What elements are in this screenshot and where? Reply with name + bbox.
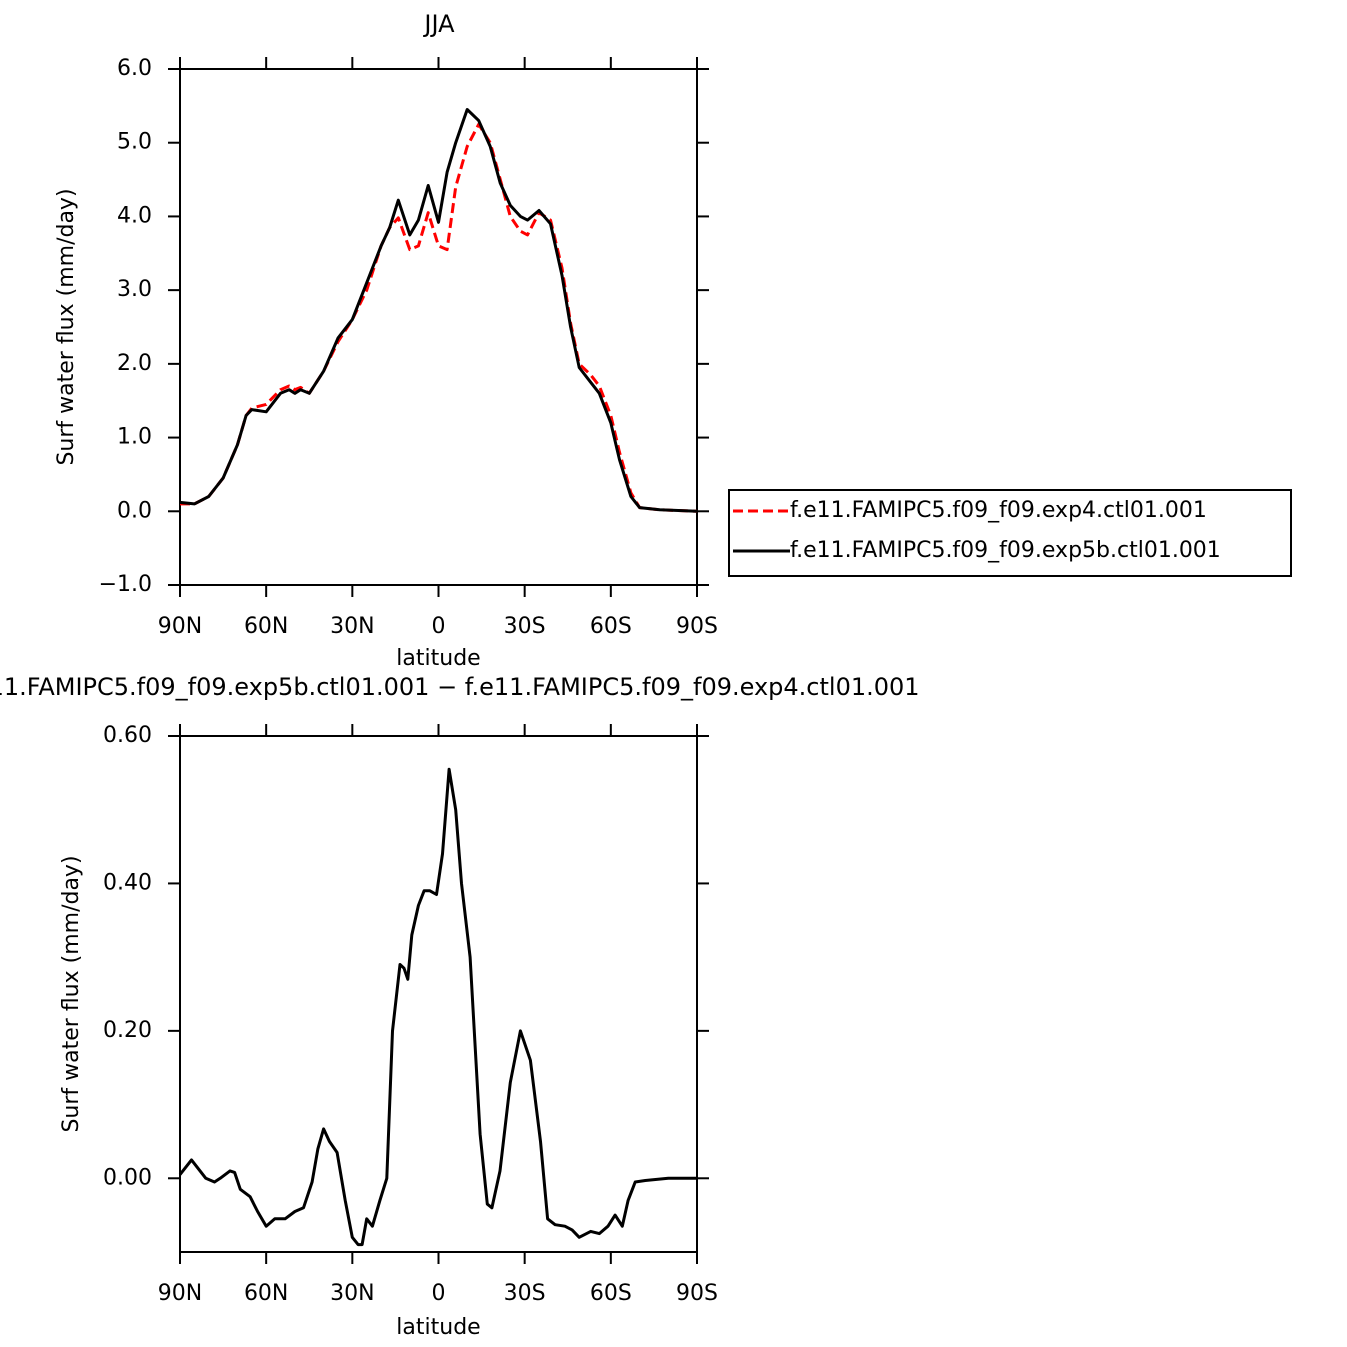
y-axis-label: Surf water flux (mm/day) bbox=[59, 855, 84, 1132]
x-tick-label: 60S bbox=[590, 1281, 632, 1306]
x-tick-label: 60N bbox=[244, 614, 288, 639]
plot-frame bbox=[179, 68, 698, 586]
y-tick-label: 0.60 bbox=[103, 723, 152, 748]
y-tick-label: −1.0 bbox=[99, 572, 152, 597]
chart-title: JJA bbox=[422, 10, 455, 38]
legend-label: f.e11.FAMIPC5.f09_f09.exp5b.ctl01.001 bbox=[790, 538, 1221, 563]
x-tick-label: 0 bbox=[432, 614, 446, 639]
y-axis-label: Surf water flux (mm/day) bbox=[54, 188, 79, 465]
x-tick-label: 60S bbox=[590, 614, 632, 639]
x-tick-label: 30S bbox=[504, 1281, 546, 1306]
y-tick-label: 4.0 bbox=[117, 203, 152, 228]
y-tick-label: 5.0 bbox=[117, 130, 152, 155]
y-tick-label: 6.0 bbox=[117, 56, 152, 81]
x-tick-label: 90N bbox=[158, 1281, 202, 1306]
series-line bbox=[180, 122, 698, 513]
x-tick-label: 90S bbox=[676, 614, 718, 639]
y-tick-label: 0.20 bbox=[103, 1018, 152, 1043]
x-tick-label: 30N bbox=[330, 614, 374, 639]
y-tick-label: 1.0 bbox=[117, 425, 152, 450]
x-tick-label: 60N bbox=[244, 1281, 288, 1306]
series-line bbox=[178, 767, 697, 1247]
legend-box bbox=[728, 489, 1292, 577]
x-tick-label: 0 bbox=[432, 1281, 446, 1306]
series-line bbox=[179, 108, 698, 513]
x-tick-label: 90S bbox=[676, 1281, 718, 1306]
x-axis-label: latitude bbox=[396, 646, 480, 671]
x-tick-label: 30S bbox=[504, 614, 546, 639]
legend-label: f.e11.FAMIPC5.f09_f09.exp4.ctl01.001 bbox=[790, 498, 1207, 523]
y-tick-label: 2.0 bbox=[117, 351, 152, 376]
x-tick-label: 90N bbox=[158, 614, 202, 639]
x-tick-label: 30N bbox=[330, 1281, 374, 1306]
x-axis-label: latitude bbox=[396, 1315, 480, 1340]
y-tick-label: 3.0 bbox=[117, 277, 152, 302]
plot-frame bbox=[179, 735, 698, 1253]
chart-title: f.e11.FAMIPC5.f09_f09.exp5b.ctl01.001 − … bbox=[0, 673, 920, 701]
y-tick-label: 0.00 bbox=[103, 1165, 152, 1190]
y-tick-label: 0.0 bbox=[117, 498, 152, 523]
y-tick-label: 0.40 bbox=[103, 870, 152, 895]
